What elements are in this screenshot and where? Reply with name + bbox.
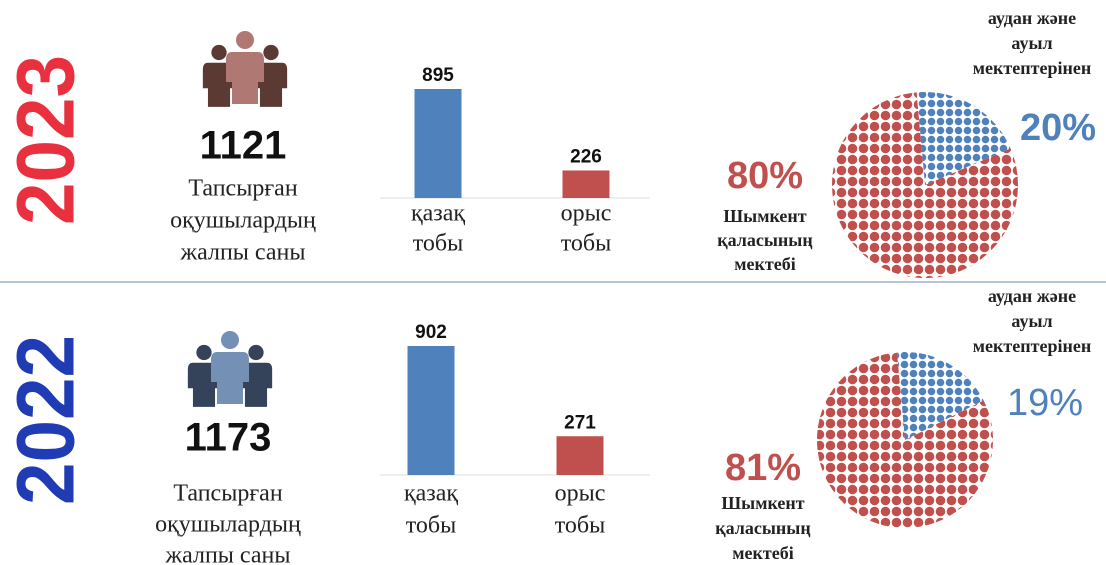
bar-category: орыс [561, 201, 612, 227]
bar-value: 226 [570, 146, 602, 167]
total-label: жалпы саны [180, 240, 306, 266]
icon-head [221, 331, 239, 349]
bar-category: орыс [555, 481, 606, 507]
people-icon [187, 331, 273, 407]
share-label: мектебі [734, 254, 795, 274]
share-label: қаласының [717, 230, 812, 250]
share-label: мектептерінен [973, 58, 1091, 78]
icon-head [211, 44, 227, 61]
bar-category: қазақ [411, 201, 465, 227]
total-label: оқушылардың [170, 208, 316, 234]
total: 1173 [185, 416, 272, 460]
share-label: мектептерінен [973, 336, 1091, 356]
icon-head [248, 344, 264, 361]
share-label: мектебі [732, 543, 793, 563]
share-value: 80% [727, 155, 803, 197]
total-label: оқушылардың [155, 512, 301, 538]
bar-category: тобы [561, 231, 612, 257]
total: 1121 [200, 124, 287, 168]
icon-head [196, 344, 212, 361]
bar [562, 170, 610, 198]
icon-body [211, 352, 249, 404]
share-label: Шымкент [721, 493, 804, 513]
share-label: ауыл [1011, 33, 1052, 53]
bar-category: тобы [413, 231, 464, 257]
share-sector [897, 352, 984, 440]
year: 2022 [1, 335, 92, 505]
share-sector [831, 92, 1018, 278]
icon-body [226, 52, 264, 104]
bar [414, 89, 462, 198]
icon-head [236, 31, 254, 49]
share-label: Шымкент [723, 206, 806, 226]
share-sector [916, 92, 1011, 185]
year: 2023 [1, 55, 92, 225]
total-label: Тапсырған [173, 481, 283, 507]
bar [556, 436, 604, 475]
share-label: аудан және [988, 286, 1076, 306]
people-icon [202, 31, 288, 107]
share-value: 19% [1007, 382, 1083, 424]
share-label: қаласының [715, 518, 810, 538]
bar-category: тобы [406, 513, 457, 539]
bar-category: қазақ [404, 481, 458, 507]
share-label: аудан және [988, 8, 1076, 28]
bar-value: 271 [564, 412, 596, 433]
bar-value: 902 [415, 322, 447, 343]
bar [407, 346, 455, 475]
bar-value: 895 [422, 65, 454, 86]
icon-head [263, 44, 279, 61]
total-label: Тапсырған [188, 176, 298, 202]
total-label: жалпы саны [165, 543, 291, 565]
share-value: 81% [725, 447, 801, 489]
share-sector [817, 352, 993, 529]
share-value: 20% [1020, 107, 1096, 149]
bar-category: тобы [555, 513, 606, 539]
share-label: ауыл [1011, 311, 1052, 331]
